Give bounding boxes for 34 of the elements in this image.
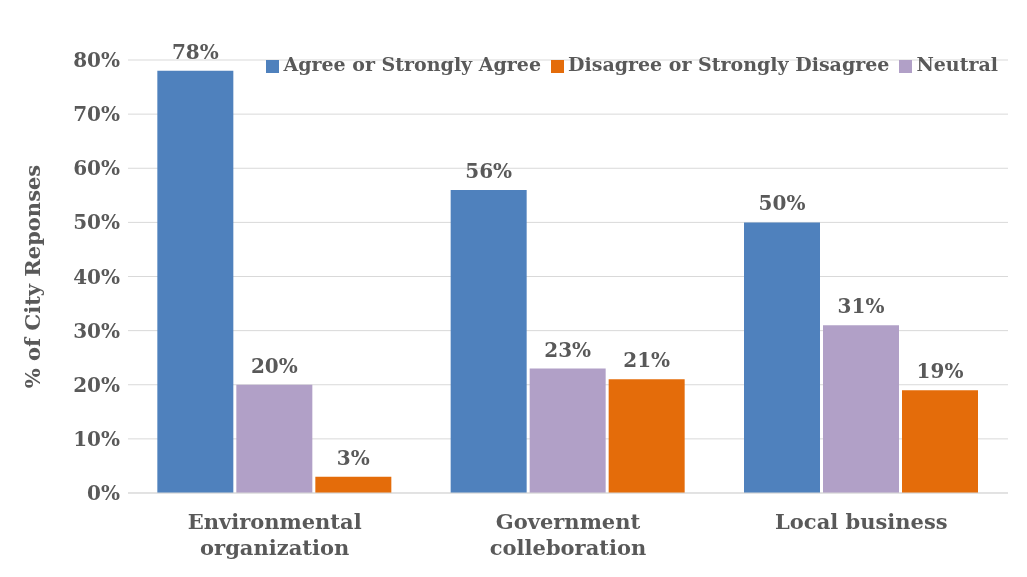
x-tick-label: Government colleboration [489, 509, 647, 560]
y-tick-label: 0% [87, 481, 120, 506]
data-label: 31% [837, 294, 885, 319]
bar [236, 384, 313, 493]
data-label: 3% [336, 445, 370, 470]
x-tick-label: Environmental organization [187, 509, 362, 560]
data-label: 21% [623, 348, 671, 373]
y-tick-label: 30% [73, 318, 120, 343]
y-tick-label: 20% [73, 372, 120, 397]
y-tick-label: 10% [73, 426, 120, 451]
legend-label: Neutral [916, 53, 998, 75]
y-tick-label: 60% [73, 156, 120, 181]
x-tick-label: Local business [775, 509, 948, 534]
legend-label: Agree or Strongly Agree [283, 53, 541, 75]
bar [157, 70, 234, 493]
legend-label: Disagree or Strongly Disagree [567, 53, 890, 75]
y-tick-label: 50% [73, 210, 120, 235]
y-tick-label: 40% [73, 264, 120, 289]
y-tick-label: 70% [73, 102, 120, 127]
bar [450, 189, 527, 493]
data-label: 56% [465, 158, 513, 183]
data-label: 23% [544, 337, 592, 362]
bar [823, 325, 899, 493]
data-label: 19% [916, 359, 964, 384]
data-label: 50% [758, 191, 806, 216]
bar [608, 379, 685, 493]
data-label: 20% [250, 353, 298, 378]
bar [529, 368, 606, 493]
y-axis-title: % of City Reponses [20, 164, 46, 389]
bar [315, 476, 392, 493]
y-tick-label: 80% [73, 48, 120, 73]
data-label: 78% [171, 39, 219, 64]
bar [902, 390, 978, 493]
bar [744, 222, 820, 493]
